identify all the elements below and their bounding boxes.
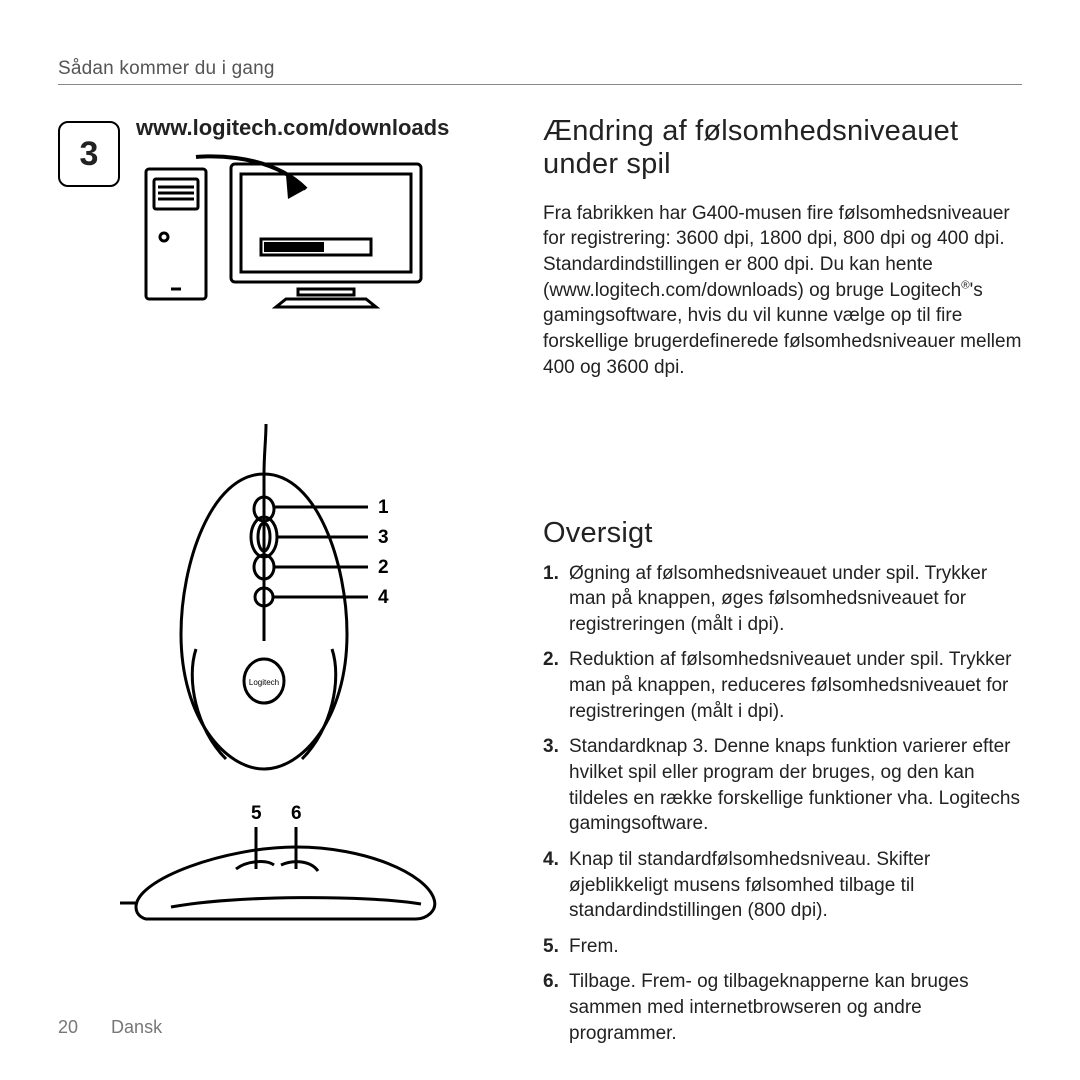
section2-title: Oversigt [543, 517, 1022, 550]
section1-body-a: Fra fabrikken har G400-musen fire følsom… [543, 203, 1010, 301]
page-footer: 20 Dansk [58, 1017, 162, 1038]
callout-1: 1 [378, 497, 389, 518]
callout-4: 4 [378, 587, 389, 608]
callout-2: 2 [378, 557, 389, 578]
mouse-side-illustration: 5 6 [116, 799, 456, 949]
page-number: 20 [58, 1017, 78, 1037]
download-url: www.logitech.com/downloads [136, 115, 513, 141]
callout-3: 3 [378, 527, 389, 548]
page-header: Sådan kommer du i gang [58, 58, 1022, 85]
list-item: Standardknap 3. Denne knaps funktion var… [543, 734, 1022, 837]
callout-5: 5 [251, 803, 262, 824]
page-language: Dansk [111, 1017, 162, 1037]
list-item: Øgning af følsomhedsniveauet under spil.… [543, 561, 1022, 638]
callout-6: 6 [291, 803, 302, 824]
list-item: Reduktion af følsomhedsniveauet under sp… [543, 647, 1022, 724]
section1-title: Ændring af følsomhedsniveauet under spil [543, 115, 1022, 182]
mouse-top-illustration: Logitech 1 3 2 4 [116, 419, 456, 789]
svg-text:Logitech: Logitech [248, 678, 278, 687]
feature-list: Øgning af følsomhedsniveauet under spil.… [543, 561, 1022, 1047]
list-item: Tilbage. Frem- og tilbageknapperne kan b… [543, 969, 1022, 1046]
step-row: 3 www.logitech.com/downloads [58, 115, 513, 319]
download-illustration [136, 149, 436, 319]
step-number-badge: 3 [58, 121, 120, 187]
list-item: Frem. [543, 934, 1022, 960]
list-item: Knap til standardfølsomhedsniveau. Skift… [543, 847, 1022, 924]
section1-body: Fra fabrikken har G400-musen fire følsom… [543, 201, 1022, 380]
registered-mark: ® [961, 279, 969, 291]
